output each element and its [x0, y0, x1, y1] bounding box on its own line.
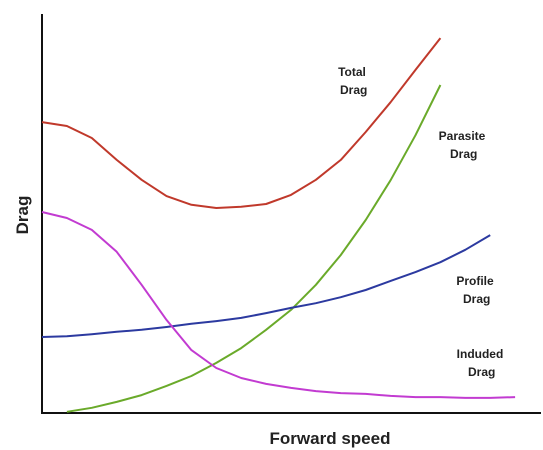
curve-label: Parasite Drag — [439, 129, 486, 161]
curve-label: Profile Drag — [456, 274, 494, 306]
curve-label: Induded Drag — [457, 347, 504, 379]
curve — [41, 211, 516, 399]
x-axis-label: Forward speed — [270, 429, 391, 448]
curve — [41, 234, 491, 338]
curve — [41, 37, 442, 209]
curve-label: Total Drag — [337, 65, 368, 97]
y-axis-label: Drag — [13, 196, 32, 235]
curve — [66, 84, 442, 413]
